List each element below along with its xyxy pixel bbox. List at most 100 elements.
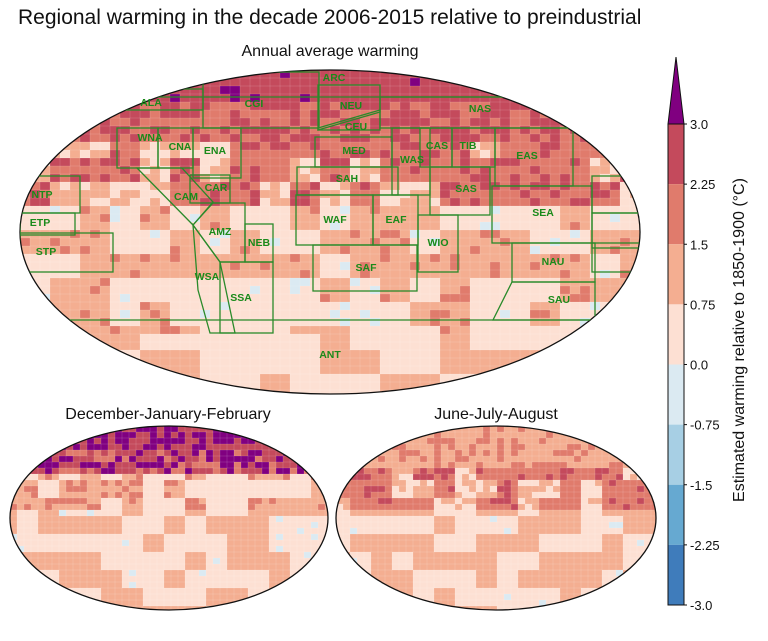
grid-cell — [399, 600, 406, 606]
grid-cell — [87, 504, 94, 510]
grid-cell — [427, 546, 434, 552]
grid-cell — [59, 498, 66, 504]
grid-cell — [504, 432, 511, 438]
grid-cell — [480, 350, 490, 358]
grid-cell — [539, 444, 546, 450]
grid-cell — [539, 438, 546, 444]
grid-cell — [504, 480, 511, 486]
grid-cell — [213, 522, 220, 528]
grid-cell — [567, 582, 574, 588]
grid-cell — [360, 262, 370, 270]
grid-cell — [140, 270, 150, 278]
grid-cell — [525, 468, 532, 474]
grid-cell — [50, 94, 60, 102]
grid-cell — [420, 206, 430, 214]
grid-cell — [17, 564, 24, 570]
grid-cell — [122, 594, 129, 600]
grid-cell — [200, 110, 210, 118]
grid-cell — [476, 498, 483, 504]
grid-cell — [150, 78, 160, 86]
grid-cell — [520, 390, 530, 394]
grid-cell — [378, 552, 385, 558]
grid-cell — [530, 86, 540, 94]
grid-cell — [290, 468, 297, 474]
grid-cell — [343, 432, 350, 438]
grid-cell — [580, 70, 590, 78]
grid-cell — [530, 262, 540, 270]
grid-cell — [390, 110, 400, 118]
grid-cell — [430, 78, 440, 86]
grid-cell — [450, 294, 460, 302]
colorbar-segment — [668, 484, 684, 545]
grid-cell — [24, 456, 31, 462]
grid-cell — [50, 118, 60, 126]
grid-cell — [310, 182, 320, 190]
grid-cell — [59, 582, 66, 588]
grid-cell — [336, 498, 343, 504]
grid-cell — [101, 576, 108, 582]
grid-cell — [340, 102, 350, 110]
grid-cell — [420, 158, 430, 166]
grid-cell — [350, 118, 360, 126]
grid-cell — [427, 504, 434, 510]
grid-cell — [470, 182, 480, 190]
grid-cell — [616, 462, 623, 468]
grid-cell — [60, 342, 70, 350]
grid-cell — [87, 438, 94, 444]
grid-cell — [350, 150, 360, 158]
grid-cell — [510, 190, 520, 198]
grid-cell — [129, 444, 136, 450]
grid-cell — [260, 118, 270, 126]
grid-cell — [567, 516, 574, 522]
grid-cell — [241, 450, 248, 456]
grid-cell — [430, 374, 440, 382]
grid-cell — [230, 110, 240, 118]
grid-cell — [270, 150, 280, 158]
grid-cell — [180, 246, 190, 254]
grid-cell — [110, 134, 120, 142]
grid-cell — [448, 588, 455, 594]
grid-cell — [10, 606, 17, 610]
grid-cell — [550, 86, 560, 94]
grid-cell — [340, 86, 350, 94]
grid-cell — [441, 594, 448, 600]
grid-cell — [185, 456, 192, 462]
grid-cell — [546, 504, 553, 510]
grid-cell — [560, 438, 567, 444]
grid-cell — [180, 190, 190, 198]
grid-cell — [276, 552, 283, 558]
grid-cell — [370, 318, 380, 326]
grid-cell — [220, 528, 227, 534]
grid-cell — [609, 480, 616, 486]
grid-cell — [206, 462, 213, 468]
grid-cell — [310, 110, 320, 118]
grid-cell — [400, 118, 410, 126]
grid-cell — [350, 206, 360, 214]
grid-cell — [73, 462, 80, 468]
grid-cell — [455, 450, 462, 456]
grid-cell — [170, 182, 180, 190]
grid-cell — [160, 326, 170, 334]
grid-cell — [87, 582, 94, 588]
grid-cell — [420, 302, 430, 310]
grid-cell — [336, 438, 343, 444]
grid-cell — [130, 78, 140, 86]
grid-cell — [390, 382, 400, 390]
grid-cell — [80, 238, 90, 246]
grid-cell — [413, 468, 420, 474]
grid-cell — [490, 350, 500, 358]
grid-cell — [609, 564, 616, 570]
grid-cell — [540, 166, 550, 174]
grid-cell — [610, 94, 620, 102]
grid-cell — [122, 540, 129, 546]
grid-cell — [370, 254, 380, 262]
grid-cell — [80, 582, 87, 588]
grid-cell — [230, 78, 240, 86]
grid-cell — [66, 606, 73, 610]
grid-cell — [420, 214, 430, 222]
grid-cell — [560, 78, 570, 86]
grid-cell — [553, 528, 560, 534]
grid-cell — [590, 198, 600, 206]
grid-cell — [250, 286, 260, 294]
grid-cell — [413, 456, 420, 462]
